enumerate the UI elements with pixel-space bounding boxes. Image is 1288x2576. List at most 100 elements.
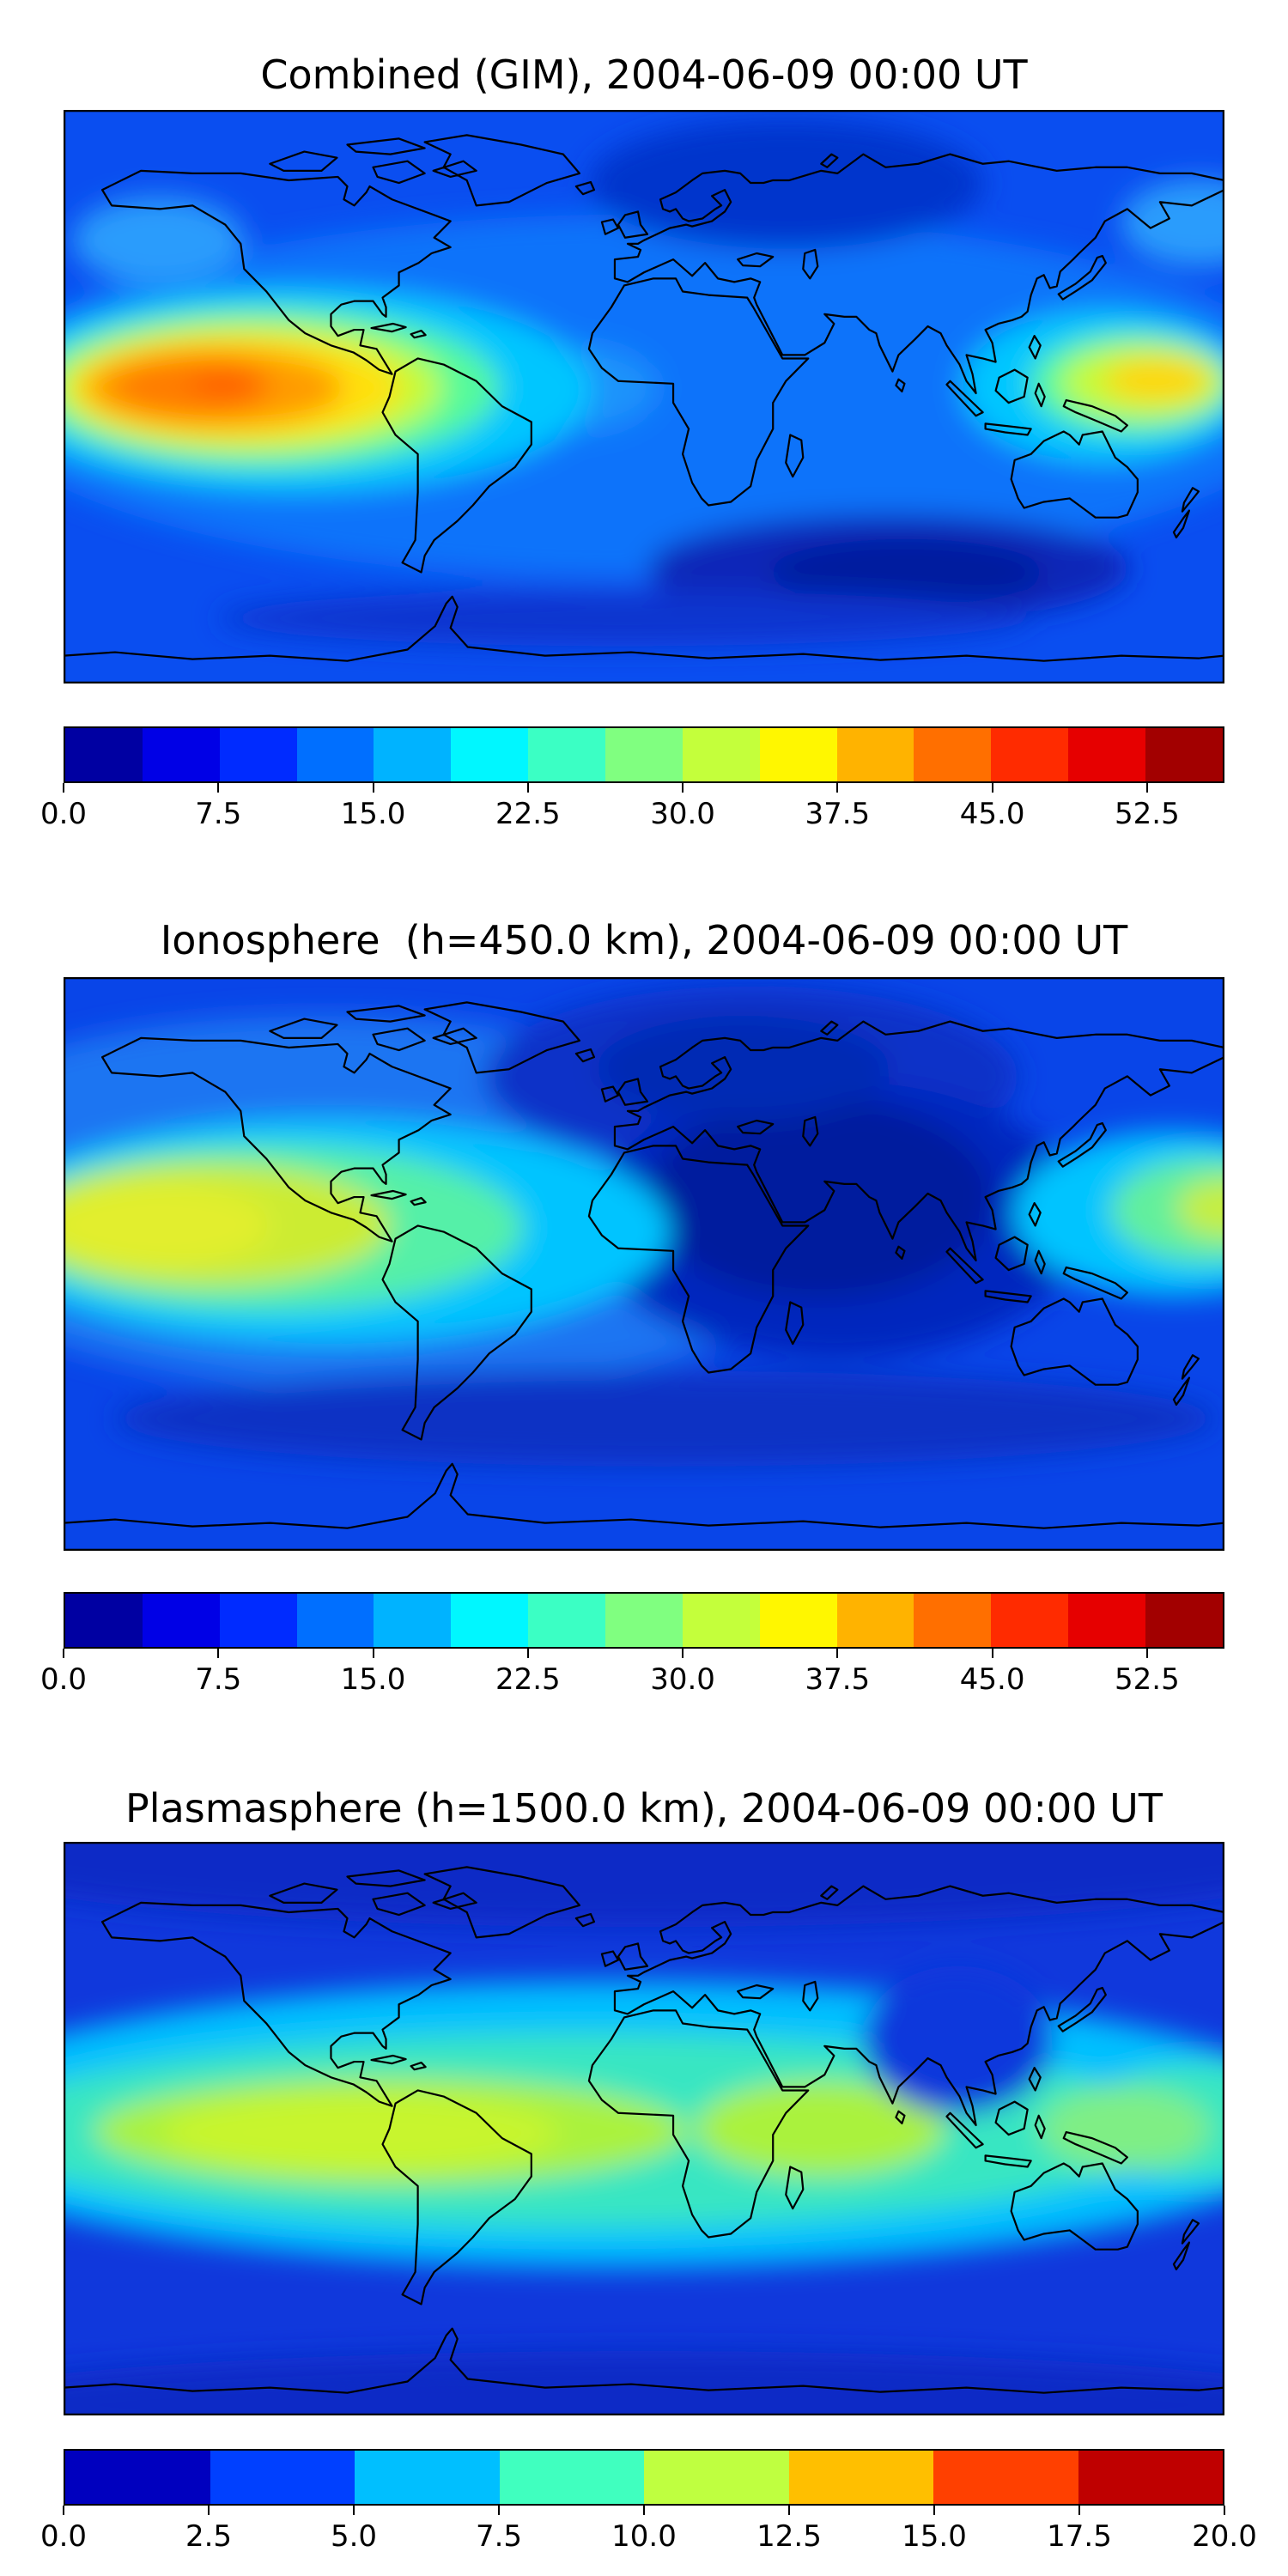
map-border [64, 110, 1224, 683]
plasmasphere-tec-map-svg [64, 1842, 1224, 2415]
colorbar-tick-label: 10.0 [611, 2519, 677, 2554]
colorbar-tick-label: 17.5 [1047, 2519, 1112, 2554]
colorbar-segment [836, 728, 914, 781]
colorbar-tick [217, 783, 220, 793]
panel-3-colorbar-labels: 0.0 2.5 5.0 7.5 10.0 12.5 15.0 17.5 20.0 [40, 2519, 1257, 2557]
colorbar-segment [355, 2451, 500, 2504]
colorbar-segment [451, 728, 529, 781]
colorbar-segment [644, 2451, 789, 2504]
colorbar-tick [991, 783, 993, 793]
colorbar-segment [451, 1594, 529, 1647]
tec-field-plasmasphere [64, 1842, 1224, 2415]
colorbar-segment [682, 728, 760, 781]
colorbar-tick-label: 15.0 [340, 797, 406, 831]
colorbar-tick [682, 1649, 684, 1658]
colorbar-segment [1145, 1594, 1223, 1647]
colorbar-tick-label: 22.5 [495, 1662, 561, 1697]
coastline [64, 134, 1224, 662]
colorbar-tick-label: 0.0 [39, 2519, 88, 2554]
colorbar-segment [528, 1594, 606, 1647]
colorbar-tick-label: 12.5 [756, 2519, 822, 2554]
colorbar-segment [682, 1594, 760, 1647]
colorbar-segment [219, 1594, 297, 1647]
panel-1-colorbar-labels: 0.0 7.5 15.0 22.5 30.0 37.5 45.0 52.5 [40, 797, 1224, 835]
colorbar-tick [63, 2506, 64, 2515]
colorbar-segment [296, 1594, 374, 1647]
colorbar-tick [836, 1649, 839, 1658]
colorbar-segment [1145, 728, 1223, 781]
colorbar-tick [1224, 2506, 1225, 2515]
colorbar-segment [759, 1594, 837, 1647]
colorbar-tick [836, 783, 839, 793]
colorbar-tick-label: 20.0 [1192, 2519, 1257, 2554]
colorbar-tick-label: 0.0 [39, 1662, 88, 1697]
colorbar-tick [1078, 2506, 1080, 2515]
colorbar-tick-label: 22.5 [495, 797, 561, 831]
panel-3-title: Plasmasphere (h=1500.0 km), 2004-06-09 0… [125, 1785, 1163, 1832]
colorbar-segment [528, 728, 606, 781]
colorbar-tick-label: 2.5 [185, 2519, 233, 2554]
colorbar-tick-label: 7.5 [475, 2519, 523, 2554]
colorbar-tick-label: 7.5 [195, 797, 242, 831]
map-border [64, 977, 1224, 1551]
colorbar-tick-label: 7.5 [195, 1662, 242, 1697]
colorbar-tick-label: 5.0 [330, 2519, 378, 2554]
colorbar-segment [914, 1594, 992, 1647]
colorbar-tick [991, 1649, 993, 1658]
panel-2-colorbar-ticks [63, 1649, 1224, 1659]
colorbar-segment [374, 728, 452, 781]
colorbar-tick [208, 2506, 210, 2515]
colorbar-tick [498, 2506, 500, 2515]
colorbar-segment [759, 728, 837, 781]
colorbar-tick-label: 45.0 [959, 797, 1025, 831]
colorbar-segment [836, 1594, 914, 1647]
colorbar-segment [65, 728, 143, 781]
colorbar-tick [682, 783, 684, 793]
colorbar-tick-label: 37.5 [805, 797, 871, 831]
colorbar-segment [788, 2451, 933, 2504]
panel-2-colorbar-labels: 0.0 7.5 15.0 22.5 30.0 37.5 45.0 52.5 [40, 1662, 1224, 1700]
colorbar-segment [65, 2451, 210, 2504]
coastline [64, 1001, 1224, 1529]
panel-3-colorbar-ticks [63, 2506, 1225, 2516]
colorbar-tick [643, 2506, 645, 2515]
colorbar-tick-label: 15.0 [902, 2519, 967, 2554]
colorbar-tick [526, 1649, 529, 1658]
colorbar-segment [605, 728, 683, 781]
colorbar-segment [374, 1594, 452, 1647]
colorbar-segment [991, 728, 1069, 781]
panel-2-map [64, 977, 1224, 1551]
panel-2-title: Ionosphere (h=450.0 km), 2004-06-09 00:0… [160, 917, 1128, 963]
colorbar-tick [353, 2506, 355, 2515]
colorbar-tick [63, 1649, 64, 1658]
colorbar-tick-label: 52.5 [1115, 797, 1180, 831]
colorbar-segment [296, 728, 374, 781]
colorbar-tick [217, 1649, 220, 1658]
colorbar-tick-label: 52.5 [1115, 1662, 1180, 1697]
colorbar-tick-label: 30.0 [650, 797, 715, 831]
combined-tec-map-svg [64, 110, 1224, 683]
colorbar-tick [372, 1649, 374, 1658]
colorbar-tick [1145, 783, 1148, 793]
colorbar-segment [1068, 728, 1146, 781]
colorbar-tick-label: 45.0 [959, 1662, 1025, 1697]
panel-1-title: Combined (GIM), 2004-06-09 00:00 UT [260, 52, 1028, 98]
panel-1-colorbar [64, 726, 1224, 783]
colorbar-segment [914, 728, 992, 781]
colorbar-segment [1068, 1594, 1146, 1647]
colorbar-tick-label: 0.0 [39, 797, 88, 831]
colorbar-segment [991, 1594, 1069, 1647]
tec-field-ionosphere [64, 977, 1224, 1551]
colorbar-tick-label: 15.0 [340, 1662, 406, 1697]
colorbar-segment [605, 1594, 683, 1647]
panel-2-colorbar [64, 1592, 1224, 1649]
tec-field-combined [64, 110, 1224, 683]
panel-3-colorbar [64, 2449, 1224, 2506]
colorbar-segment [933, 2451, 1078, 2504]
colorbar-tick [933, 2506, 935, 2515]
ionosphere-tec-map-svg [64, 977, 1224, 1551]
colorbar-tick [372, 783, 374, 793]
panel-1-colorbar-ticks [63, 783, 1224, 793]
colorbar-segment [1078, 2451, 1223, 2504]
colorbar-tick [526, 783, 529, 793]
